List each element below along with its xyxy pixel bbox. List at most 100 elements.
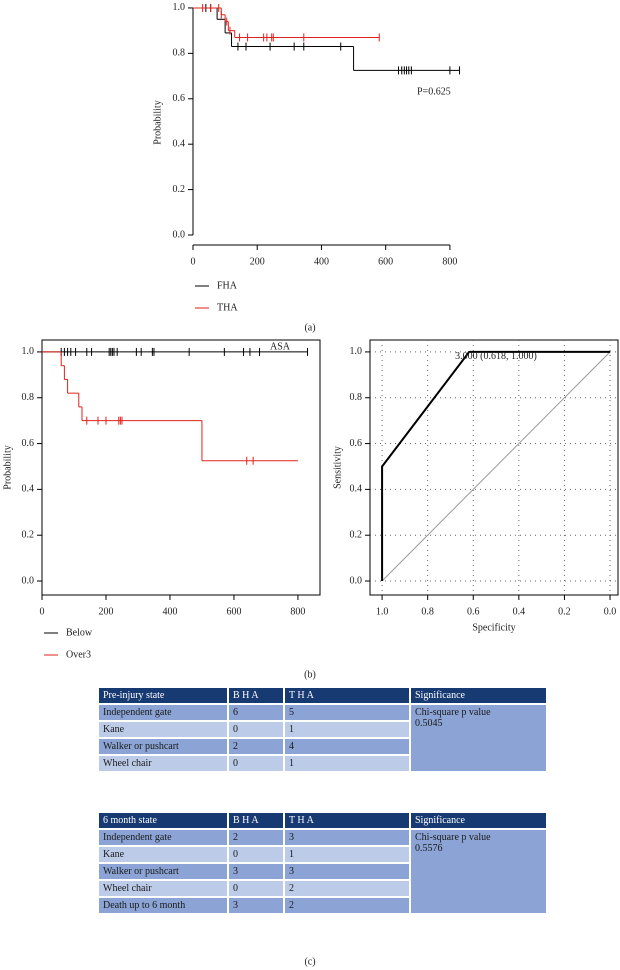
table-cell: 2: [229, 830, 283, 845]
x-tick-label: 200: [250, 256, 265, 267]
panel-label: (a): [304, 322, 315, 333]
y-tick-label: 0.0: [173, 229, 186, 240]
y-tick-label: 0.6: [350, 438, 363, 449]
y-axis-label: Sensitivity: [332, 446, 343, 489]
x-tick-label: 0.0: [604, 606, 617, 617]
y-tick-label: 1.0: [173, 2, 186, 13]
y-tick-label: 0.0: [350, 575, 363, 586]
table-cell: Kane: [99, 847, 227, 862]
y-tick-label: 0.6: [22, 438, 35, 449]
row: Death up to 6 month 3 2: [99, 898, 546, 913]
table-cell: Independent gate: [99, 830, 227, 845]
table-cell: Pre-injury state: [99, 688, 227, 703]
y-tick-label: 0.2: [173, 184, 186, 195]
table-cell: 0: [229, 847, 283, 862]
legend-label: FHA: [217, 280, 238, 291]
x-tick-label: 0: [40, 606, 45, 617]
x-tick-label: 800: [442, 256, 457, 267]
x-tick-label: 0.8: [421, 606, 434, 617]
y-axis-label: Probability: [2, 445, 13, 489]
table-cell: Wheel chair: [99, 756, 227, 771]
y-tick-label: 0.4: [173, 138, 186, 149]
table-cell: Walker or pushcart: [99, 739, 227, 754]
x-tick-label: 0.6: [467, 606, 480, 617]
table-cell: Wheel chair: [99, 881, 227, 896]
table-cell: 6 month state: [99, 813, 227, 828]
significance-text: 0.5576: [415, 843, 443, 854]
row: Wheel chair 0 1: [99, 756, 546, 771]
y-tick-label: 0.4: [350, 484, 363, 495]
table-cell: 6: [229, 705, 283, 720]
row: Kane 0 1: [99, 847, 546, 862]
table-cell: Chi-square p value 0.5576: [411, 830, 546, 913]
table-cell: B H A: [229, 813, 283, 828]
y-tick-label: 1.0: [22, 346, 35, 357]
table-cell: 4: [285, 739, 409, 754]
y-tick-label: 0.8: [22, 392, 35, 403]
row: Independent gate 6 5 Chi-square p value 0.50…: [99, 705, 546, 771]
y-tick-label: 0.0: [22, 575, 35, 586]
y-tick-label: 1.0: [350, 346, 363, 357]
table-cell: Walker or pushcart: [99, 864, 227, 879]
x-tick-label: 1.0: [376, 606, 389, 617]
table-cell: Death up to 6 month: [99, 898, 227, 913]
table-cell: T H A: [285, 688, 409, 703]
x-tick-label: 600: [226, 606, 241, 617]
table-cell: 5: [285, 705, 409, 720]
table-cell: 3: [229, 864, 283, 879]
significance-text: Chi-square p value: [415, 707, 491, 718]
table-cell: T H A: [285, 813, 409, 828]
x-tick-label: 200: [98, 606, 113, 617]
row: Independent gate 2 3 Chi-square p value 0.55…: [99, 830, 546, 913]
table-cell: 2: [285, 898, 409, 913]
table-cell: 1: [285, 756, 409, 771]
table-cell: 2: [229, 739, 283, 754]
y-tick-label: 0.6: [173, 93, 186, 104]
table-cell: 0: [229, 722, 283, 737]
y-tick-label: 0.2: [350, 529, 363, 540]
roc-line: [381, 351, 611, 582]
x-tick-label: 0.4: [513, 606, 526, 617]
legend-label: Below: [66, 627, 93, 638]
x-tick-label: 0: [191, 256, 196, 267]
annotation: 3.000 (0.618, 1.000): [455, 351, 537, 362]
y-tick-label: 0.2: [22, 529, 35, 540]
legend-label: Over3: [66, 649, 91, 660]
table-cell: Independent gate: [99, 705, 227, 720]
x-tick-label: 400: [162, 606, 177, 617]
table-cell: Significance: [411, 688, 546, 703]
table-cell: 1: [285, 722, 409, 737]
panel-label: (c): [304, 956, 315, 967]
x-tick-label: 800: [290, 606, 305, 617]
table-cell: 2: [285, 881, 409, 896]
row: Walker or pushcart 3 3: [99, 864, 546, 879]
plot-frame: [41, 339, 321, 596]
significance-text: 0.5045: [415, 718, 443, 729]
table-cell: 0: [229, 756, 283, 771]
table-cell: Kane: [99, 722, 227, 737]
table-cell: 3: [285, 830, 409, 845]
table-cell: 3: [285, 864, 409, 879]
annotation: P=0.625: [417, 86, 451, 97]
table-cell: Chi-square p value 0.5045: [411, 705, 546, 771]
table-cell: 1: [285, 847, 409, 862]
significance-text: Chi-square p value: [415, 832, 491, 843]
x-axis-label: Specificity: [472, 622, 515, 633]
annotation: ASA: [270, 341, 291, 352]
row: Kane 0 1: [99, 722, 546, 737]
table-cell: 3: [229, 898, 283, 913]
x-tick-label: 0.2: [558, 606, 571, 617]
table-cell: Significance: [411, 813, 546, 828]
legend-label: THA: [217, 302, 238, 313]
row: Walker or pushcart 2 4: [99, 739, 546, 754]
table-cell: B H A: [229, 688, 283, 703]
y-tick-label: 0.4: [22, 484, 35, 495]
x-tick-label: 600: [378, 256, 393, 267]
roc-line: [381, 350, 611, 582]
table-cell: 0: [229, 881, 283, 896]
